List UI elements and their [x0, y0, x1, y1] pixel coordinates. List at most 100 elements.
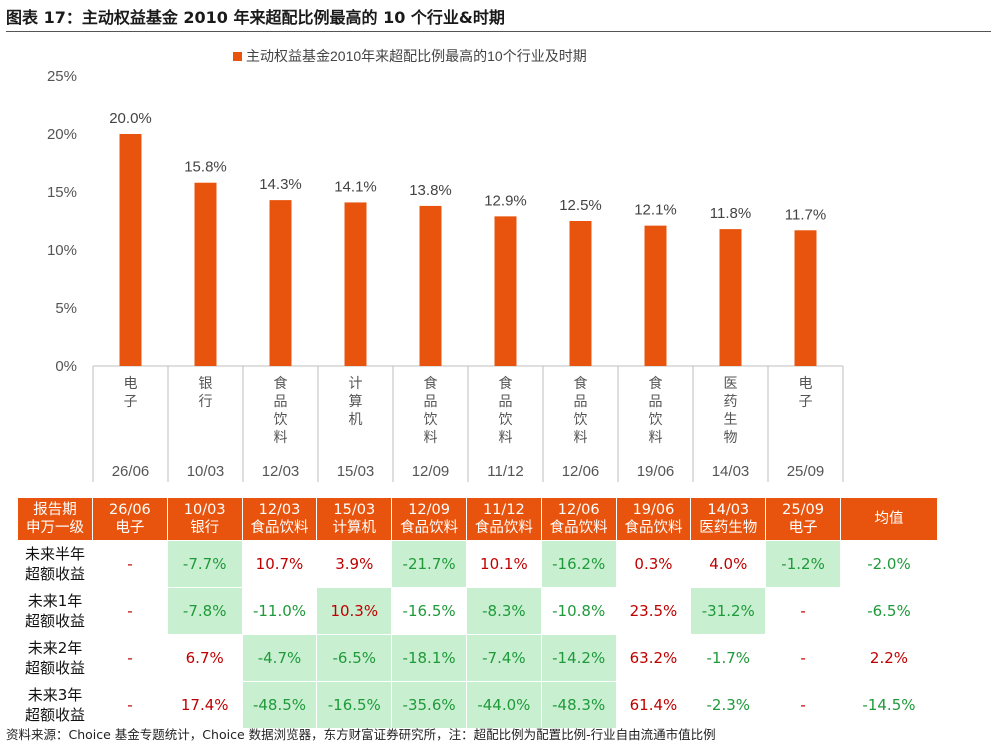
- header-column-cell: 19/06 食品饮料: [615, 497, 692, 541]
- x-category-label-char: 机: [349, 411, 363, 427]
- bar: [194, 182, 217, 366]
- table-cell: 63.2%: [615, 634, 692, 682]
- x-category-label-char: 料: [274, 429, 288, 445]
- header-column-cell-line: 19/06: [632, 502, 675, 518]
- table-cell: -: [92, 681, 168, 729]
- x-category-label-char: 料: [424, 429, 438, 445]
- x-category-label-char: 食: [574, 375, 588, 391]
- header-column-cell-line: 12/06: [557, 502, 600, 518]
- row-header-cell: 未来2年 超额收益: [17, 634, 93, 682]
- x-period-label: 19/06: [637, 463, 675, 480]
- data-label: 11.8%: [710, 205, 751, 222]
- x-category-label-char: 子: [124, 393, 138, 409]
- bar: [344, 202, 367, 366]
- x-category-label-char: 医: [724, 375, 738, 391]
- data-label: 14.1%: [334, 178, 377, 195]
- table-cell: -1.2%: [765, 540, 841, 588]
- x-category-label-char: 饮: [499, 411, 513, 427]
- data-label: 11.7%: [785, 206, 826, 223]
- table-cell: -16.2%: [540, 540, 617, 588]
- y-tick-label: 10%: [47, 242, 77, 259]
- table-cell: -: [92, 540, 168, 588]
- header-column-cell-line: 食品饮料: [474, 520, 533, 536]
- row-header-line: 超额收益: [24, 612, 85, 630]
- average-cell: -14.5%: [839, 681, 938, 729]
- header-column-cell-line: 12/09: [408, 502, 450, 518]
- table-cell: 0.3%: [615, 540, 692, 588]
- x-category-label-char: 饮: [274, 411, 288, 427]
- x-period-label: 11/12: [487, 463, 523, 480]
- header-label-cell: 报告期 申万一级: [17, 497, 93, 541]
- header-column-cell: 12/03 食品饮料: [241, 497, 318, 541]
- table-cell: 3.9%: [316, 540, 393, 588]
- x-period-label: 12/09: [412, 463, 450, 480]
- row-header-line: 未来1年: [27, 592, 83, 610]
- header-column-cell: 25/09 电子: [765, 497, 841, 541]
- table-cell: 10.1%: [465, 540, 542, 588]
- row-header-cell: 未来3年 超额收益: [17, 681, 93, 729]
- bar: [494, 216, 517, 366]
- table-cell: -4.7%: [241, 634, 318, 682]
- x-category-label-char: 食: [274, 375, 288, 391]
- header-column-cell: 26/06 电子: [92, 497, 168, 541]
- table-cell: -21.7%: [391, 540, 467, 588]
- table-cell: -7.4%: [465, 634, 542, 682]
- x-category-label-char: 药: [724, 393, 738, 409]
- x-category-label-char: 食: [424, 375, 438, 391]
- x-category-label-char: 品: [574, 393, 588, 409]
- header-column-cell-line: 食品饮料: [549, 520, 608, 536]
- table-cell: 4.0%: [690, 540, 767, 588]
- bar-chart: 主动权益基金2010年来超配比例最高的10个行业及时期 0% 5% 10% 15% 20%…: [47, 48, 844, 482]
- excess-return-table: 报告期 申万一级 26/06 电子 10/03 银行 12/03 食品饮料 15/03 计算机 12…: [17, 497, 938, 729]
- average-cell: -2.0%: [839, 540, 938, 588]
- y-tick-label: 0%: [55, 358, 77, 375]
- header-column-cell-line: 食品饮料: [250, 520, 309, 536]
- bar: [794, 230, 817, 366]
- table-cell: -10.8%: [540, 587, 617, 635]
- x-category-label-char: 饮: [649, 411, 663, 427]
- header-column-cell-line: 11/12: [482, 502, 525, 518]
- row-header-line: 超额收益: [24, 565, 85, 583]
- header-average-cell: 均值: [839, 497, 938, 541]
- header-column-cell-line: 计算机: [332, 520, 377, 536]
- data-label: 12.9%: [484, 192, 527, 209]
- table-cell: -44.0%: [465, 681, 542, 729]
- table-row: 未来半年 超额收益 - -7.7% 10.7% 3.9% -21.7% 10.1% -16.2%…: [17, 540, 938, 588]
- table-cell: -: [92, 587, 168, 635]
- y-tick-label: 20%: [47, 126, 77, 143]
- x-category-label-char: 品: [649, 393, 663, 409]
- average-cell: -6.5%: [839, 587, 938, 635]
- data-label: 13.8%: [409, 182, 452, 199]
- table-cell: -7.8%: [166, 587, 243, 635]
- title-divider: [6, 31, 991, 32]
- header-column-cell: 14/03 医药生物: [690, 497, 767, 541]
- header-column-cell-line: 银行: [190, 520, 220, 536]
- table-cell: 6.7%: [166, 634, 243, 682]
- row-header-line: 未来半年: [24, 545, 85, 563]
- table-cell: -8.3%: [465, 587, 542, 635]
- table-cell: -48.3%: [540, 681, 617, 729]
- table-row: 未来2年 超额收益 -6.7% -4.7% -6.5% -18.1% -7.4% -14.2%…: [17, 634, 938, 682]
- header-column-cell-line: 食品饮料: [624, 520, 683, 536]
- data-label: 20.0%: [109, 110, 152, 127]
- x-category-label-char: 计: [349, 375, 363, 391]
- bar: [269, 200, 292, 366]
- x-category-label-char: 料: [574, 429, 588, 445]
- x-period-label: 15/03: [337, 463, 375, 480]
- header-column-cell: 12/09 食品饮料: [391, 497, 467, 541]
- x-category-label-char: 品: [274, 393, 288, 409]
- figure-title: 图表 17：主动权益基金 2010 年来超配比例最高的 10 个行业&时期: [6, 8, 505, 27]
- header-column-cell: 10/03 银行: [166, 497, 243, 541]
- x-category-label-char: 饮: [424, 411, 438, 427]
- header-column-cell-line: 医药生物: [699, 520, 758, 536]
- x-period-label: 26/06: [112, 463, 150, 480]
- average-cell: 2.2%: [839, 634, 938, 682]
- header-column-cell-line: 电子: [115, 520, 145, 536]
- x-category-label-char: 电: [799, 375, 813, 391]
- header-column-cell: 11/12 食品饮料: [465, 497, 542, 541]
- table-cell: -7.7%: [166, 540, 243, 588]
- table-cell: -16.5%: [391, 587, 467, 635]
- legend-label: 主动权益基金2010年来超配比例最高的10个行业及时期: [246, 48, 587, 64]
- table-row: 未来3年 超额收益 -17.4% -48.5% -16.5% -35.6% -44.0% -4…: [17, 681, 938, 729]
- x-category-label-char: 物: [724, 429, 738, 445]
